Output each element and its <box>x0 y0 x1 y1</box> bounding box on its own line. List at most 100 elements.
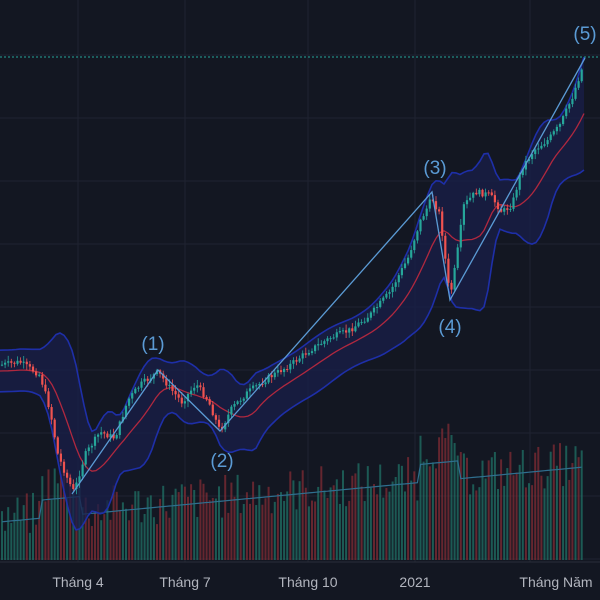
volume-bar <box>205 492 208 560</box>
candle-body <box>236 401 239 405</box>
candle-body <box>366 317 369 322</box>
candle-body <box>41 374 44 385</box>
volume-bar <box>472 484 475 560</box>
candle-body <box>369 312 372 318</box>
candle-body <box>137 387 140 389</box>
volume-bar <box>270 513 273 560</box>
volume-bar <box>419 435 422 560</box>
candle-body <box>562 116 565 125</box>
candle-body <box>165 378 168 386</box>
candle-body <box>59 453 62 462</box>
candle-body <box>549 134 552 141</box>
candle-body <box>217 419 221 427</box>
candle-body <box>481 189 484 197</box>
volume-bar <box>552 444 555 560</box>
volume-bar <box>515 472 518 560</box>
candle-body <box>171 384 174 391</box>
volume-bar <box>165 511 168 560</box>
volume-bar <box>453 443 456 560</box>
candle-body <box>304 353 307 355</box>
volume-bar <box>47 469 50 560</box>
candle-body <box>301 353 304 359</box>
volume-bar <box>162 485 165 560</box>
x-tick-label-thang-nam: Tháng Năm <box>519 574 592 590</box>
x-tick-label-thang-4: Tháng 4 <box>52 574 104 590</box>
volume-bar <box>484 478 487 560</box>
volume-bar <box>394 476 397 560</box>
volume-bar <box>357 463 360 560</box>
volume-bar <box>218 486 220 560</box>
volume-bar <box>537 446 540 560</box>
volume-bar <box>559 443 561 560</box>
candle-body <box>558 124 562 127</box>
volume-bar <box>44 501 47 560</box>
candle-body <box>227 414 230 424</box>
candle-body <box>196 385 199 388</box>
candle-body <box>283 368 286 373</box>
volume-bar <box>63 470 65 560</box>
wave-label-1: (1) <box>141 334 164 355</box>
candle-body <box>574 87 577 99</box>
volume-bar <box>109 519 112 560</box>
candle-body <box>438 209 441 212</box>
candle-body <box>348 328 351 333</box>
volume-bar <box>258 485 261 560</box>
candle-body <box>183 401 186 404</box>
volume-bar <box>187 496 189 560</box>
volume-bar <box>1 511 3 560</box>
candle-body <box>382 297 385 301</box>
candle-body <box>394 282 397 287</box>
volume-bar <box>317 486 320 560</box>
candle-body <box>338 331 341 333</box>
volume-bar <box>323 490 326 560</box>
volume-bar <box>283 500 286 560</box>
volume-bar <box>90 526 93 560</box>
candle-body <box>357 322 360 327</box>
volume-bar <box>264 498 267 560</box>
volume-bar <box>338 503 341 560</box>
volume-bar <box>431 462 434 560</box>
candle-body <box>478 189 481 195</box>
candle-body <box>351 328 354 332</box>
volume-bar <box>410 480 413 560</box>
candle-body <box>503 208 506 212</box>
volume-bar <box>301 470 304 560</box>
volume-bar <box>528 483 530 560</box>
candle-body <box>335 332 338 338</box>
candle-body <box>484 192 487 197</box>
volume-bar <box>435 468 437 560</box>
volume-bar <box>543 488 546 560</box>
candle-body <box>199 385 202 388</box>
candle-body <box>500 209 503 212</box>
candle-body <box>540 145 543 149</box>
volume-bar <box>422 461 425 560</box>
candle-body <box>363 321 366 323</box>
candle-body <box>462 204 465 225</box>
candle-body <box>425 208 428 217</box>
volume-bar <box>320 466 323 560</box>
volume-bar <box>577 457 580 560</box>
volume-bar <box>363 501 366 560</box>
candle-body <box>56 437 59 454</box>
volume-bar <box>81 507 84 560</box>
candle-body <box>543 144 546 146</box>
candle-body <box>28 364 31 367</box>
volume-bar <box>416 500 419 560</box>
candle-body <box>87 447 90 452</box>
volume-bar <box>143 513 146 560</box>
volume-bar <box>53 468 56 560</box>
candle-body <box>38 374 41 376</box>
candle-body <box>50 407 53 420</box>
candle-body <box>81 464 84 477</box>
volume-bar <box>332 485 335 560</box>
volume-bar <box>342 470 344 560</box>
candle-body <box>571 98 574 105</box>
volume-bar <box>335 479 338 560</box>
candle-body <box>534 149 537 155</box>
candle-body <box>31 366 35 372</box>
candle-body <box>397 275 400 283</box>
volume-bar <box>221 517 224 560</box>
candle-body <box>453 267 456 290</box>
volume-bar <box>478 487 481 560</box>
